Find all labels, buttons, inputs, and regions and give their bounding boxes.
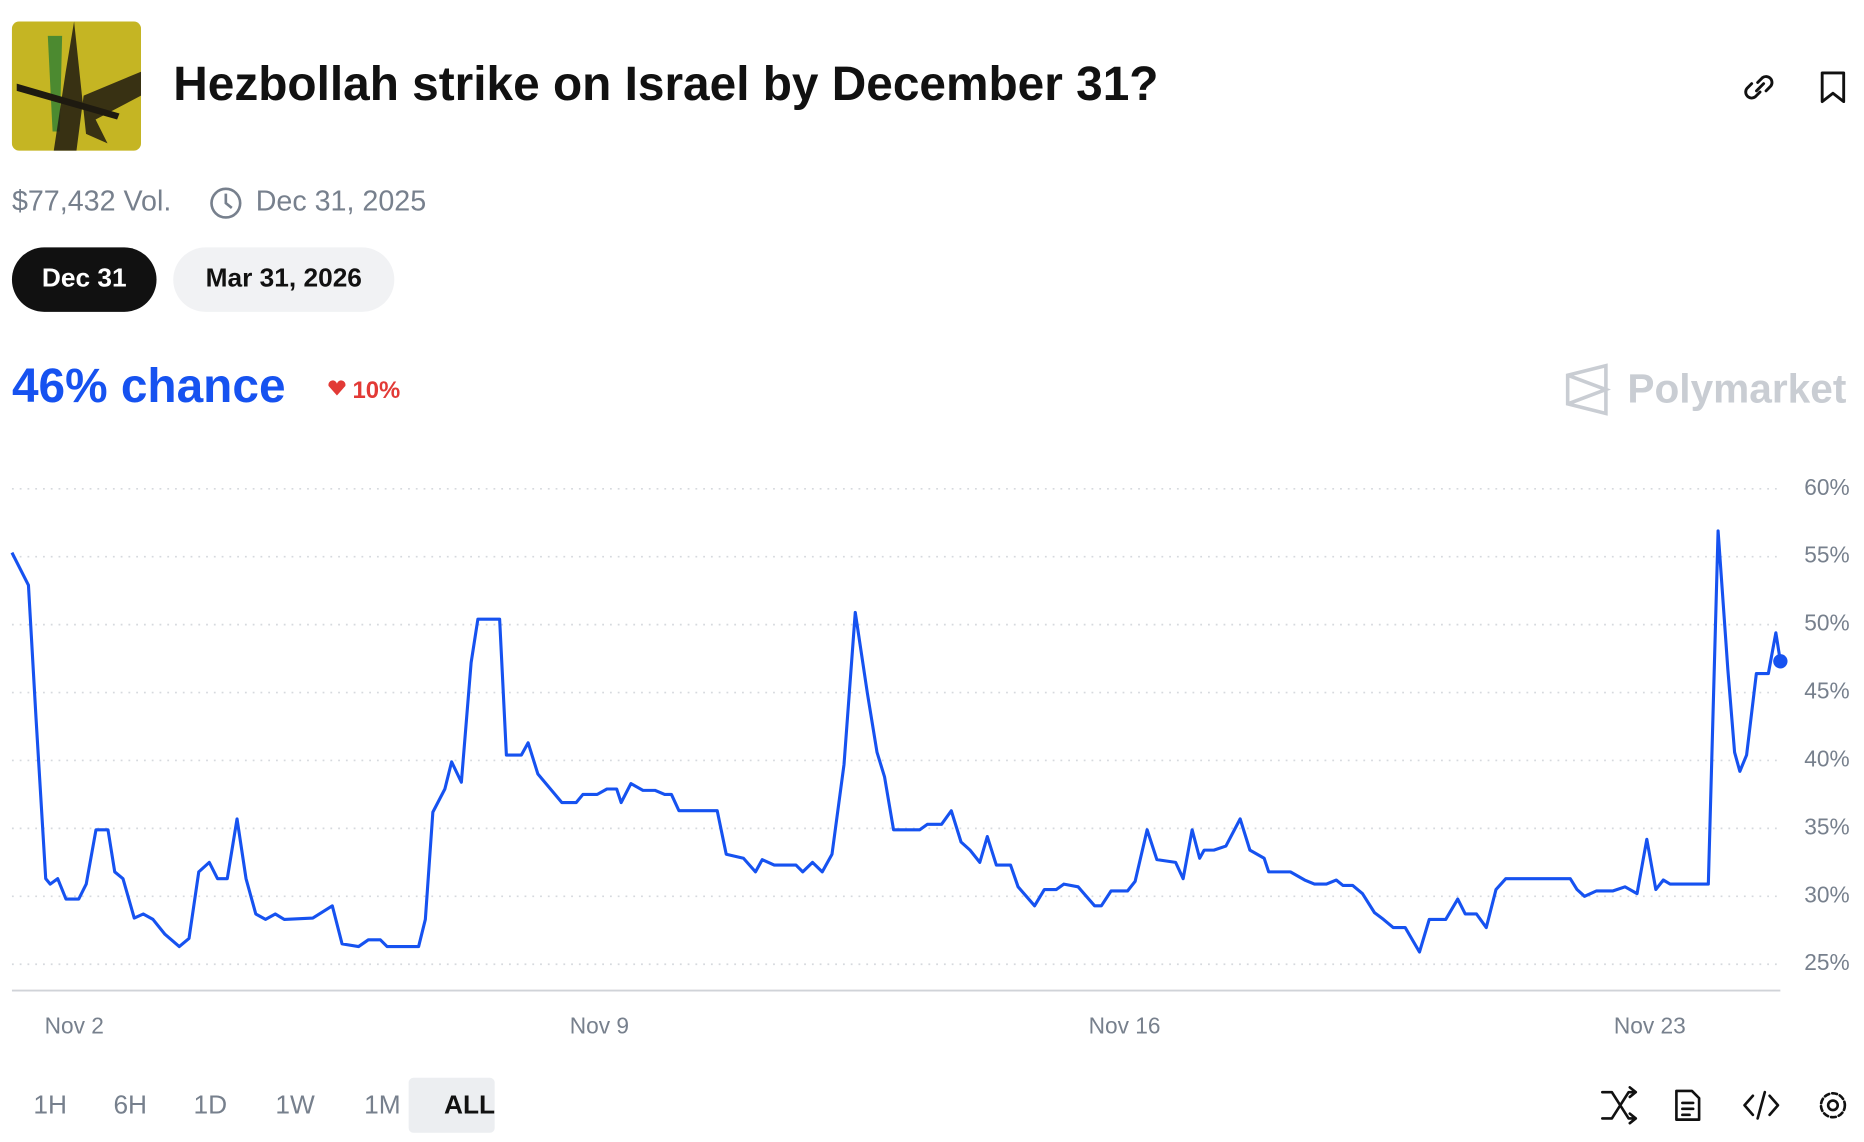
date-pill-active[interactable] <box>11 247 157 312</box>
brand: Polymarket <box>1627 366 1846 412</box>
range-buttons: 1H 6H 1D 1W 1M ALL <box>33 1089 495 1119</box>
plot: 25% 30% 35% 40% 45% 50% 55% 60% Nov 2 Nov 9 Nov 16… <box>10 474 1850 1039</box>
brand-logo <box>1565 363 1612 416</box>
y-tick-label: 35% <box>1804 813 1849 839</box>
down-icon <box>328 380 346 396</box>
range-active-bg <box>408 1077 495 1133</box>
last-point <box>1773 654 1788 669</box>
range-button[interactable]: 1D <box>194 1089 228 1119</box>
y-tick-label: 30% <box>1804 881 1849 907</box>
y-tick-label: 50% <box>1804 610 1849 636</box>
range-button[interactable]: ALL <box>444 1089 495 1119</box>
range-button[interactable]: 1H <box>33 1089 67 1119</box>
x-tick-label: Nov 23 <box>1614 1013 1686 1039</box>
link-icon[interactable] <box>1744 75 1774 100</box>
date-option[interactable]: Mar 31, 2026 <box>206 263 362 293</box>
clock-icon <box>210 187 242 219</box>
date-option[interactable]: Dec 31 <box>42 263 127 293</box>
range-button[interactable]: 1W <box>275 1089 315 1119</box>
range-button[interactable]: 6H <box>113 1089 147 1119</box>
x-tick-label: Nov 2 <box>45 1013 104 1039</box>
x-tick-label: Nov 16 <box>1089 1013 1161 1039</box>
x-tick-label: Nov 9 <box>570 1013 629 1039</box>
y-tick-label: 25% <box>1804 949 1849 975</box>
bookmark-icon[interactable] <box>1820 71 1846 104</box>
doc-icon[interactable] <box>1675 1089 1701 1121</box>
y-tick-label: 45% <box>1804 678 1849 704</box>
volume: $77,432 Vol. <box>12 186 171 218</box>
settings-icon[interactable] <box>1819 1092 1847 1119</box>
y-tick-label: 40% <box>1804 745 1849 771</box>
chance: 46% chance <box>12 360 286 413</box>
line-series <box>10 529 1782 954</box>
change: 10% <box>352 377 400 404</box>
toolbar-icons <box>1601 1086 1847 1125</box>
date-pill[interactable] <box>173 247 395 312</box>
y-tick-label: 55% <box>1804 542 1849 568</box>
shuffle-icon[interactable] <box>1601 1086 1638 1125</box>
embed-icon[interactable] <box>1743 1090 1780 1120</box>
title: Hezbollah strike on Israel by December 3… <box>173 58 1158 111</box>
y-tick-label: 60% <box>1804 474 1849 500</box>
market-image <box>11 21 141 151</box>
end-date: Dec 31, 2025 <box>256 186 426 218</box>
range-button[interactable]: 1M <box>364 1089 401 1119</box>
